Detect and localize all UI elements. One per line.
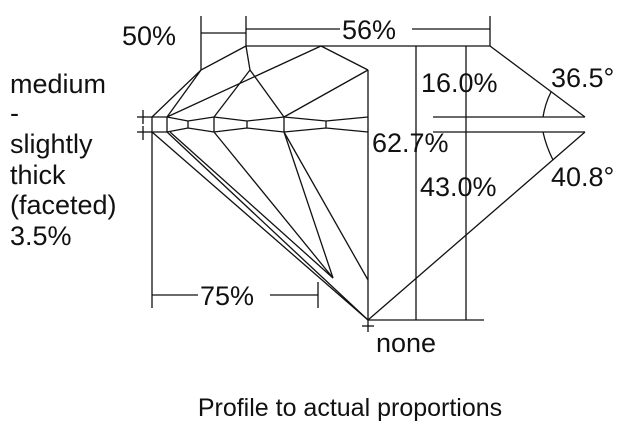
table-size-label: 56% xyxy=(342,15,396,45)
girdle-line: (faceted) xyxy=(10,190,117,220)
diamond-outline xyxy=(151,45,490,321)
total-depth-label: 62.7% xyxy=(372,128,449,158)
dimension-lines xyxy=(151,16,491,321)
culet-label: none xyxy=(376,328,436,358)
girdle-line: 3.5% xyxy=(10,221,72,251)
pavilion-angle-label: 40.8° xyxy=(551,162,614,192)
crown-angle-label: 36.5° xyxy=(551,63,614,93)
lower-half-label: 75% xyxy=(200,281,254,311)
caption: Profile to actual proportions xyxy=(198,394,502,422)
girdle-line: medium xyxy=(10,69,106,99)
crown-height-label: 16.0% xyxy=(421,68,498,98)
girdle-line: - xyxy=(10,98,19,128)
angle-diagram xyxy=(367,45,586,321)
girdle-description: medium - slightly thick (faceted) 3.5% xyxy=(10,69,117,251)
crown-ratio-label: 50% xyxy=(122,21,176,51)
girdle-markers xyxy=(137,110,374,332)
girdle-line: slightly xyxy=(10,129,93,159)
pavilion-depth-label: 43.0% xyxy=(420,172,497,202)
girdle-line: thick xyxy=(10,160,66,190)
